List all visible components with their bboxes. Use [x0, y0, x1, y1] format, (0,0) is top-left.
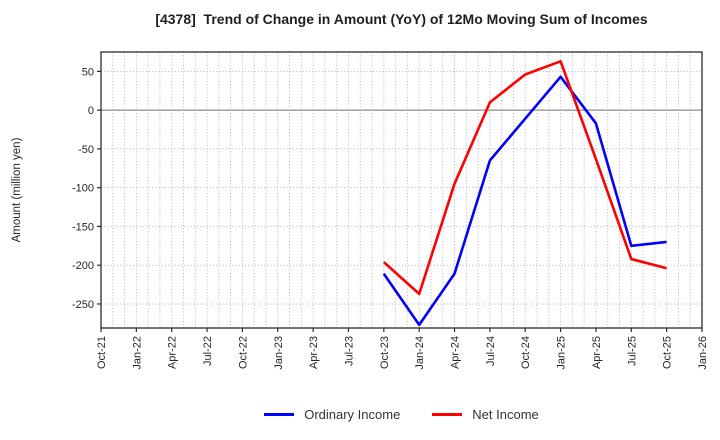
legend-item-net-income: Net Income	[432, 406, 539, 422]
ordinary-income-line	[382, 75, 667, 327]
y-tick-label: -150	[72, 221, 94, 233]
net-income-line	[382, 59, 667, 296]
y-tick-label: -50	[78, 144, 94, 156]
net-income-line-swatch	[432, 412, 463, 416]
x-tick-label: Oct-22	[237, 336, 249, 369]
x-tick-label: Apr-22	[167, 336, 179, 369]
y-tick-label: 0	[88, 105, 94, 117]
y-tick-label: -100	[72, 183, 94, 195]
x-tick-label: Jul-23	[343, 336, 355, 366]
x-tick-label: Apr-25	[591, 336, 603, 369]
x-tick-label: Jul-25	[626, 336, 638, 366]
x-tick-label: Oct-24	[520, 336, 532, 369]
x-tick-label: Jan-26	[697, 336, 709, 370]
x-tick-label: Oct-21	[96, 336, 108, 369]
x-tick-label: Jan-25	[556, 336, 568, 370]
legend-label-net-income: Net Income	[472, 406, 539, 422]
y-tick-label: -250	[72, 299, 94, 311]
legend: Ordinary Income Net Income	[101, 402, 702, 426]
chart-title: [4378] Trend of Change in Amount (YoY) o…	[155, 11, 648, 27]
x-tick-label: Jan-22	[131, 336, 143, 370]
plot-frame	[100, 51, 703, 329]
x-tick-label: Apr-23	[308, 336, 320, 369]
x-tick-label: Jul-24	[485, 336, 497, 366]
legend-label-ordinary-income: Ordinary Income	[304, 406, 401, 422]
y-tick-label: -200	[72, 260, 94, 272]
x-tick-label: Oct-25	[662, 336, 674, 369]
y-tick-label: 50	[82, 66, 94, 78]
x-tick-label: Jan-24	[414, 336, 426, 370]
x-tick-label: Jul-22	[202, 336, 214, 366]
ordinary-income-line-swatch	[264, 412, 295, 416]
plot-area: Oct-21 Jan-22 Apr-22 Jul-22 Oct-22 Jan-23 Apr-…	[72, 51, 709, 370]
x-tick-label: Oct-23	[379, 336, 391, 369]
x-tick-label: Jan-23	[273, 336, 285, 370]
legend-item-ordinary-income: Ordinary Income	[264, 407, 400, 422]
x-tick-label: Apr-24	[450, 336, 462, 369]
